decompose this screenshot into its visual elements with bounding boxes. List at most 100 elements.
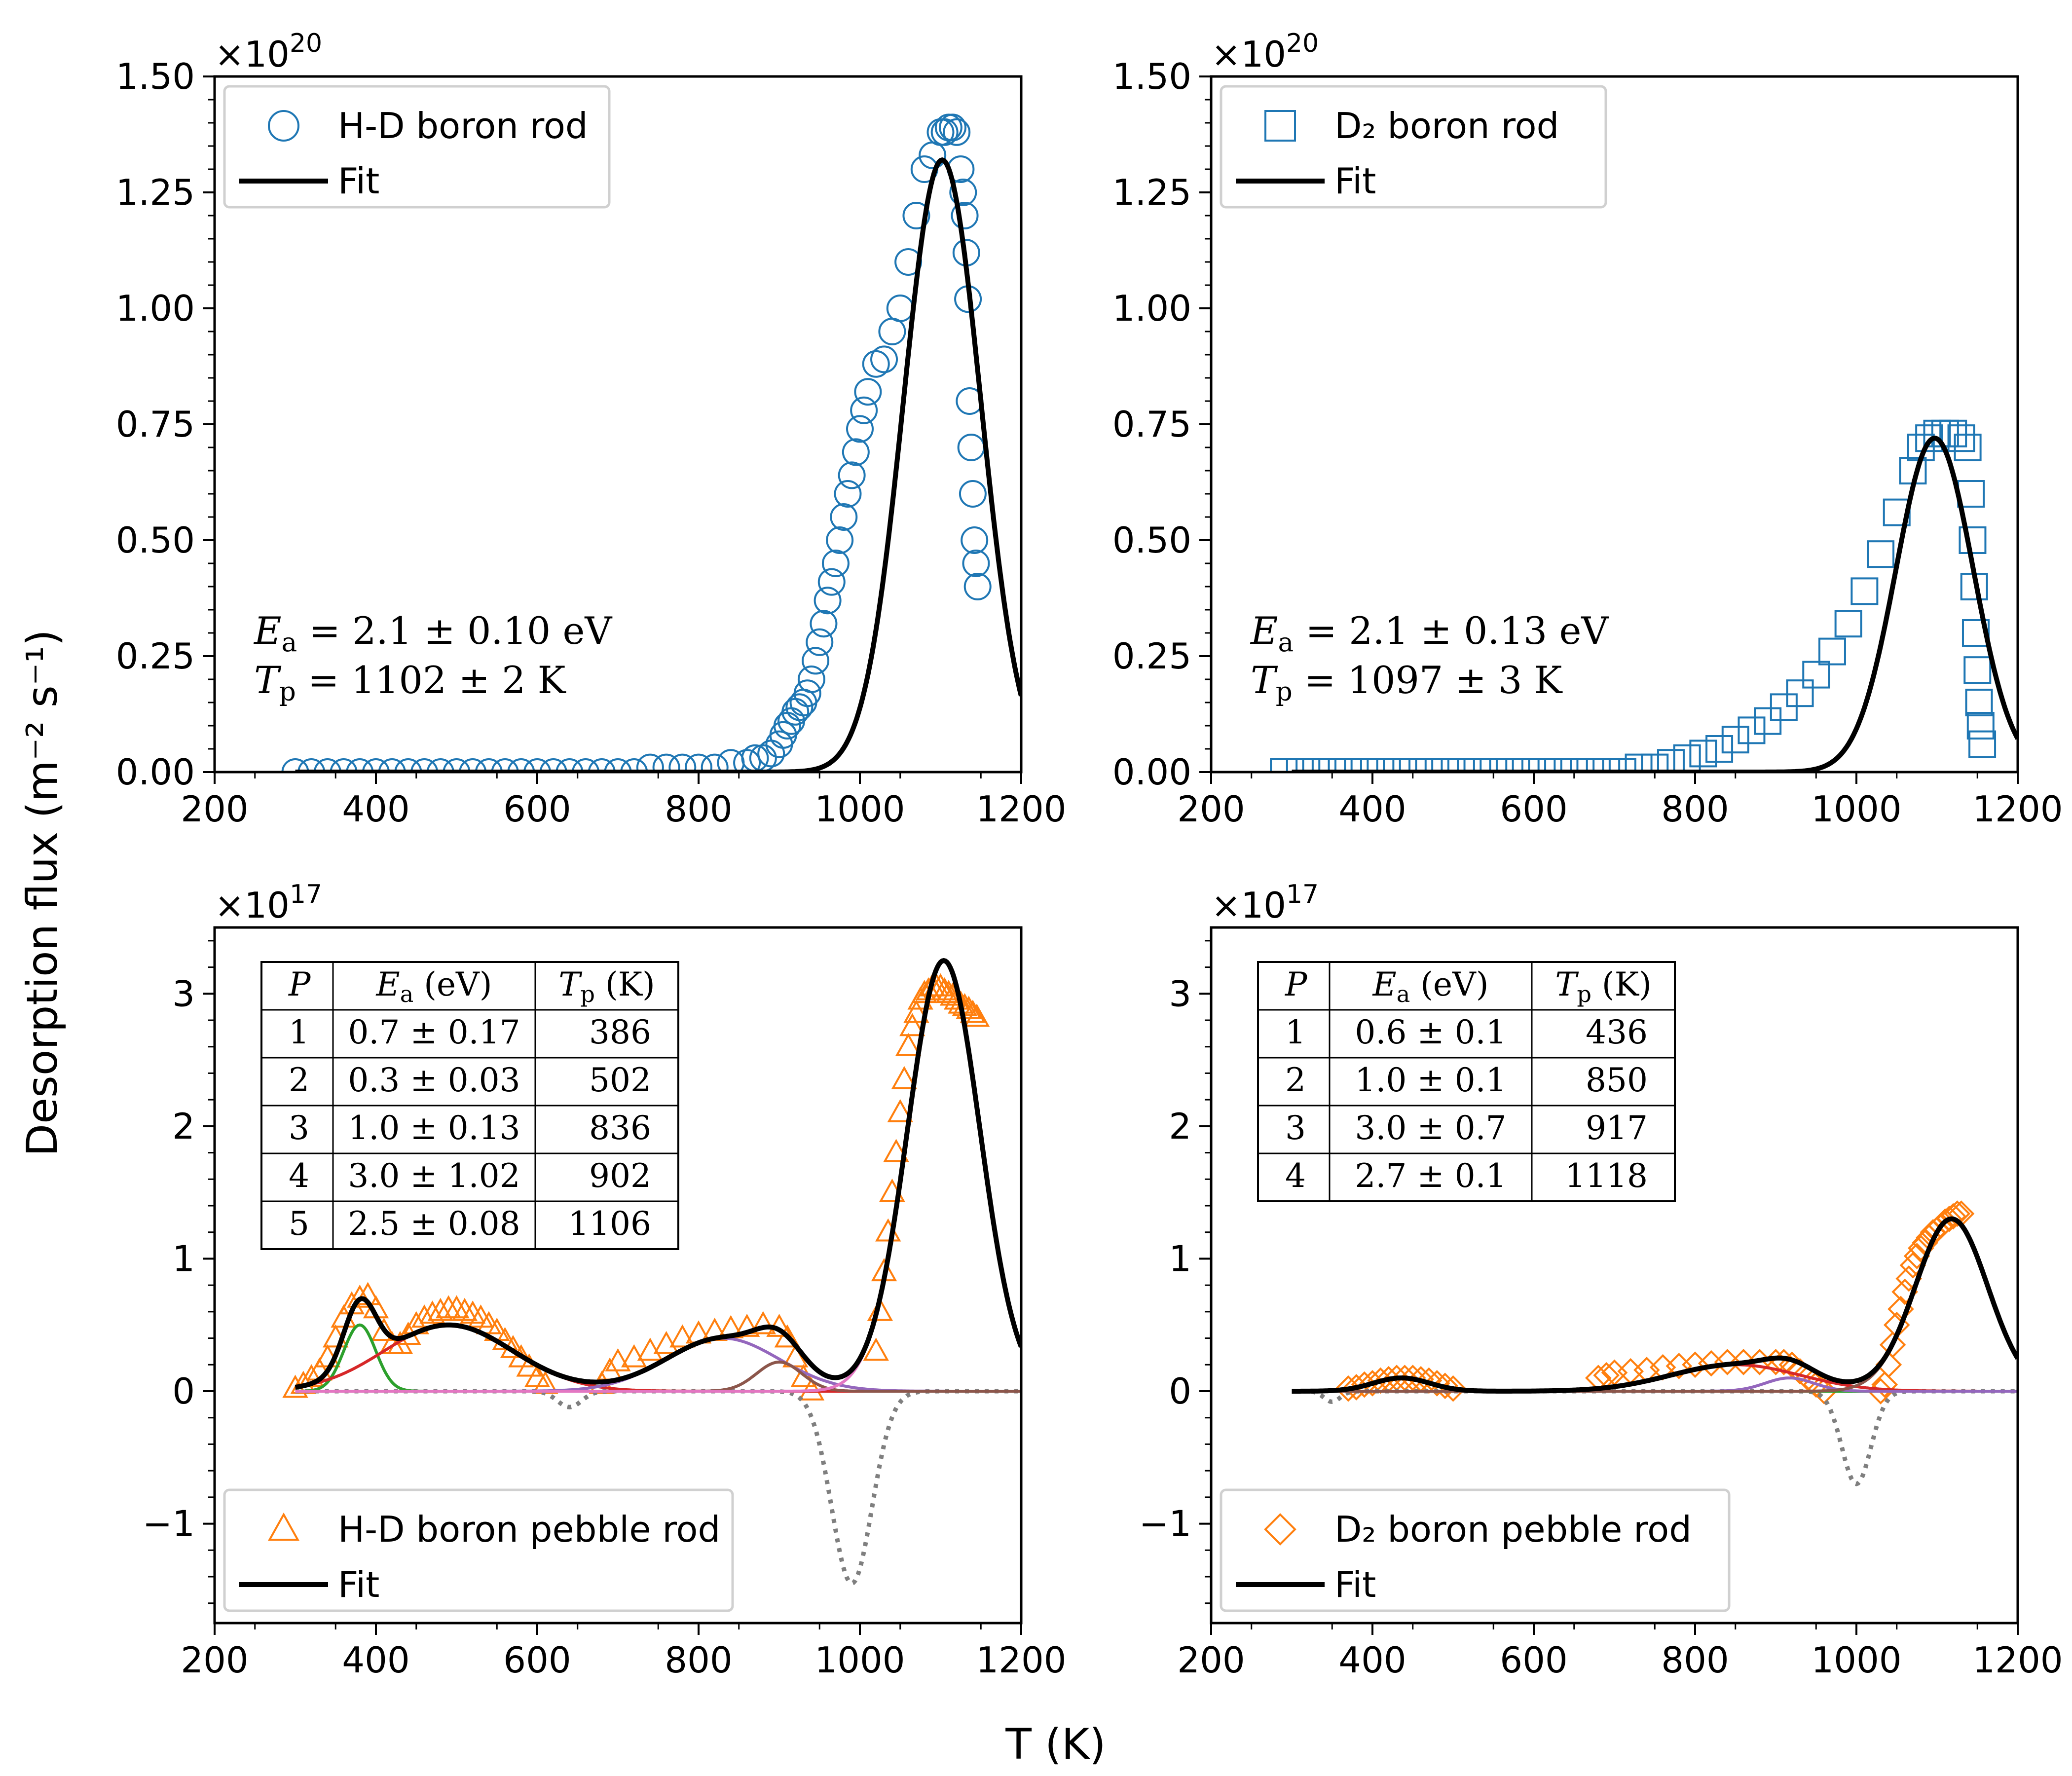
y-tick-label: 1 — [172, 1238, 195, 1279]
data-point — [750, 1311, 777, 1334]
x-tick-label: 1200 — [976, 788, 1066, 830]
data-point — [1867, 540, 1895, 568]
data-point — [806, 628, 834, 656]
y-tick-label: 1.00 — [1112, 288, 1191, 329]
data-point — [330, 758, 358, 772]
table-cell: 3 — [1285, 1109, 1306, 1147]
data-point — [362, 758, 390, 772]
data-point — [959, 480, 987, 508]
data-point — [961, 526, 989, 554]
data-point — [867, 1297, 893, 1321]
fit-curve — [295, 958, 1021, 1390]
data-point — [951, 202, 979, 229]
plot-area — [282, 958, 1021, 1586]
data-point — [297, 758, 326, 772]
data-point — [443, 758, 471, 772]
legend-label-data: D₂ boron rod — [1334, 105, 1559, 147]
table-cell: 3.0 ± 0.7 — [1355, 1109, 1506, 1147]
x-tick-label: 200 — [1177, 788, 1245, 830]
data-point — [621, 1344, 647, 1368]
data-point — [427, 1297, 454, 1321]
data-point — [1350, 758, 1378, 772]
data-point — [960, 999, 986, 1023]
x-tick-label: 800 — [1661, 788, 1729, 830]
data-point — [1399, 758, 1427, 772]
data-point — [410, 758, 439, 772]
data-point — [492, 1327, 518, 1350]
x-tick-label: 800 — [665, 788, 732, 830]
plot-area — [281, 113, 1021, 772]
peak-table: P Ea (eV) Tp (K) 1 0.6 ± 0.1 436 2 1.0 ± 0.1 850… — [1257, 961, 1676, 1202]
table-cell: 1 — [1285, 1013, 1306, 1051]
data-point — [508, 1344, 534, 1368]
data-point — [669, 1324, 696, 1348]
data-point — [814, 587, 842, 615]
legend-label-fit: Fit — [338, 160, 379, 202]
table-cell: 386 — [589, 1013, 651, 1051]
data-point — [830, 503, 858, 531]
data-point — [949, 179, 977, 206]
data-point — [802, 647, 830, 675]
data-point — [1608, 758, 1636, 772]
annotation-activation-energy: Ea = 2.1 ± 0.10 eV — [253, 609, 612, 658]
table-cell: 902 — [589, 1157, 651, 1195]
table-cell: 1.0 ± 0.13 — [348, 1109, 520, 1147]
table-header-cell: Ea (eV) — [1372, 965, 1489, 1007]
data-point — [1431, 758, 1459, 772]
data-point — [734, 1313, 760, 1337]
legend-box — [223, 85, 611, 209]
data-point — [1903, 1243, 1930, 1269]
table-header-cell: Ea (eV) — [376, 965, 492, 1007]
data-point — [1954, 434, 1982, 461]
legend-box — [1220, 85, 1607, 209]
data-point — [523, 758, 551, 772]
legend-label-fit: Fit — [1334, 160, 1376, 202]
data-point — [1625, 753, 1653, 772]
data-point — [1850, 577, 1879, 605]
data-point — [939, 113, 967, 142]
axes-frame — [213, 926, 1023, 1625]
data-point — [846, 415, 874, 443]
x-tick-label: 600 — [1500, 1639, 1567, 1681]
plot-area — [1292, 1200, 2018, 1486]
data-point — [572, 758, 600, 772]
y-tick-label: 0 — [1169, 1370, 1191, 1412]
legend-label-data: D₂ boron pebble rod — [1334, 1509, 1692, 1550]
data-point — [620, 758, 648, 772]
data-point — [785, 693, 814, 721]
data-point — [1818, 637, 1846, 666]
annotation-peak-temperature: Tp = 1097 ± 3 K — [1251, 658, 1563, 707]
x-tick-label: 1200 — [976, 1639, 1066, 1681]
axis-multiplier: ×1017 — [215, 880, 322, 926]
data-point — [850, 396, 878, 424]
data-point — [347, 1284, 373, 1308]
legend-label-fit: Fit — [338, 1564, 379, 1605]
legend-label-data: H-D boron pebble rod — [338, 1509, 720, 1550]
x-tick-label: 400 — [342, 788, 409, 830]
data-point — [411, 1304, 438, 1328]
data-point — [1721, 726, 1749, 754]
data-point — [419, 1300, 445, 1324]
data-point — [895, 1033, 922, 1056]
data-point — [1383, 758, 1411, 772]
y-tick-label: 0 — [172, 1370, 195, 1412]
data-point — [371, 1318, 397, 1341]
data-point — [1871, 1371, 1898, 1398]
legend-marker — [268, 1512, 299, 1541]
data-point — [862, 350, 890, 378]
legend-marker — [268, 110, 299, 142]
data-point — [1495, 758, 1523, 772]
data-point — [1786, 679, 1814, 707]
data-point — [883, 1139, 909, 1162]
y-tick-label: −1 — [143, 1503, 195, 1545]
data-point — [870, 345, 898, 373]
x-tick-label: 800 — [665, 1639, 732, 1681]
x-axis-label: T (K) — [1005, 1720, 1106, 1769]
table-cell: 3.0 ± 1.02 — [348, 1157, 520, 1195]
data-point — [451, 1297, 478, 1321]
data-point — [1480, 758, 1508, 772]
x-tick-label: 400 — [342, 1639, 409, 1681]
table-cell: 2 — [289, 1061, 309, 1099]
y-tick-label: 0.25 — [116, 635, 195, 677]
